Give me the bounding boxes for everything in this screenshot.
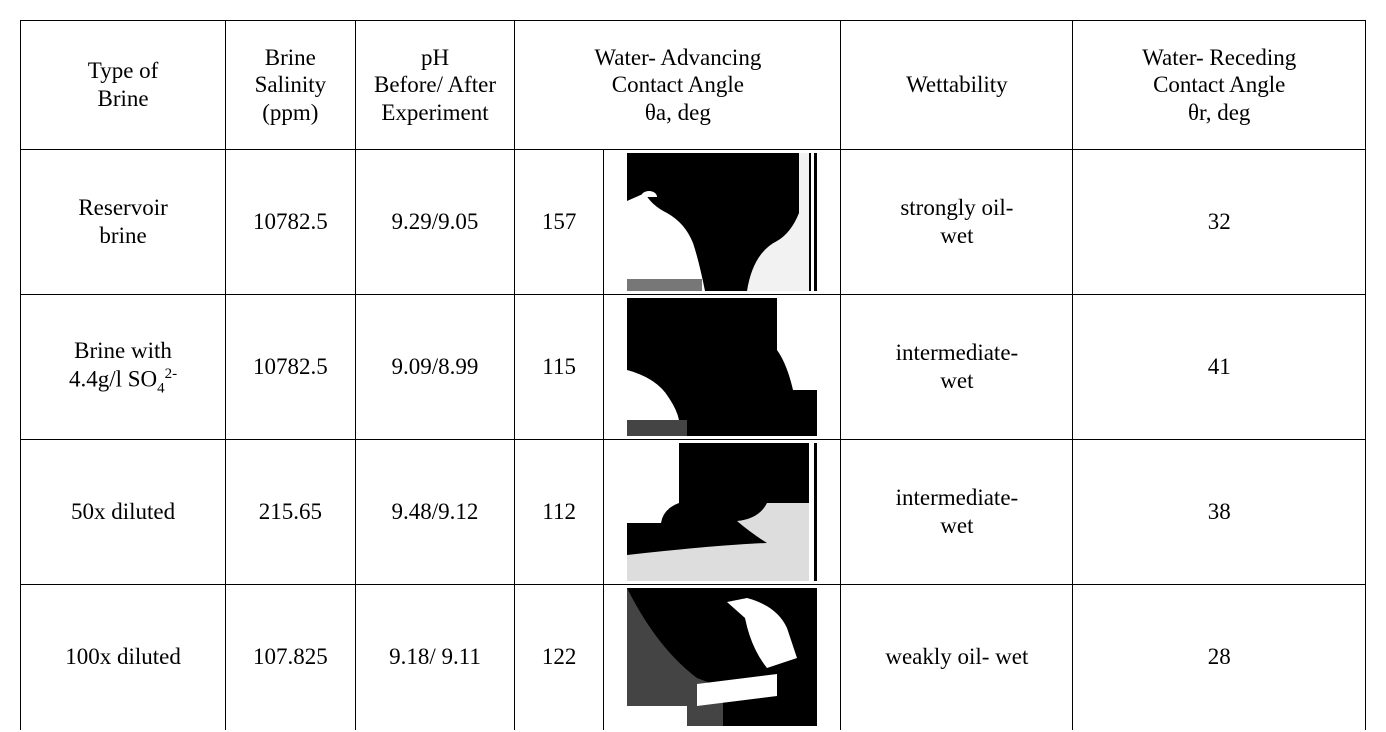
text-line: Brine [264,44,316,70]
table-row: 50x diluted 215.65 9.48/9.12 112 intermediat… [19,439,1366,585]
text-line: wet [940,223,974,248]
wettability-cell: strongly oil-wet [840,149,1074,295]
text-line: intermediate- [895,485,1019,511]
image-cell [602,149,842,295]
advancing-cell: 122 [514,584,604,730]
droplet-image [627,298,818,436]
header-row: Type of Brine Brine Salinity (ppm) pH Before… [19,20,1366,150]
text-line: Contact Angle [611,72,744,98]
type-cell: 50x diluted [19,439,227,585]
table-row: Brine with 4.4g/l SO42- 10782.5 9.09/8.99 11… [19,294,1366,440]
table-row: 100x diluted 107.825 9.18/ 9.11 122 weakly o… [19,584,1366,730]
receding-cell: 32 [1072,149,1366,295]
text-line: brine [99,223,147,248]
text-line: θa, deg [644,99,711,125]
header-cell: Water- Advancing Contact Angle θa, deg [514,20,842,150]
text-line: intermediate- [895,340,1019,366]
text-line: weakly oil- wet [885,644,1029,670]
receding-cell: 28 [1072,584,1366,730]
table-row: Reservoir brine 10782.5 9.29/9.05 157 strongl… [19,149,1366,295]
header-cell: Wettability [840,20,1074,150]
text-line: Type of [87,58,159,84]
image-cell [602,584,842,730]
image-cell [602,294,842,440]
header-cell: Water- Receding Contact Angle θr, deg [1072,20,1366,150]
text-line: Reservoir [78,195,168,221]
type-cell: 100x diluted [19,584,227,730]
formula: 4.4g/l SO [68,366,158,392]
ph-cell: 9.09/8.99 [354,294,516,440]
wettability-cell: intermediate-wet [840,294,1074,440]
header-cell: Type of Brine [19,20,227,150]
advancing-cell: 112 [514,439,604,585]
receding-cell: 38 [1072,439,1366,585]
wettability-cell: intermediate-wet [840,439,1074,585]
header-cell: Brine Salinity (ppm) [225,20,356,150]
droplet-image [627,153,818,291]
ph-cell: 9.48/9.12 [354,439,516,585]
superscript: 2- [164,365,178,382]
type-cell: Reservoir brine [19,149,227,295]
text-line: 100x diluted [65,644,181,670]
salinity-cell: 107.825 [225,584,356,730]
ph-cell: 9.18/ 9.11 [354,584,516,730]
text-line: Contact Angle [1153,72,1286,98]
salinity-cell: 215.65 [225,439,356,585]
text-line: Wettability [906,72,1008,98]
text-line: Water- Advancing [594,44,762,70]
text-line: strongly oil- [900,195,1014,221]
text-line: Brine with [74,338,172,364]
ph-cell: 9.29/9.05 [354,149,516,295]
text-line: θr, deg [1187,99,1251,125]
text-line: (ppm) [262,99,319,125]
image-cell [602,439,842,585]
salinity-cell: 10782.5 [225,294,356,440]
results-table: Type of Brine Brine Salinity (ppm) pH Before… [19,20,1366,730]
droplet-image [627,588,818,727]
text-line: Salinity [254,72,327,98]
droplet-image [627,443,818,581]
text-line: Before/ After [374,72,496,98]
receding-cell: 41 [1072,294,1366,440]
text-line: wet [940,513,974,538]
text-line: wet [940,368,974,393]
salinity-cell: 10782.5 [225,149,356,295]
text-line: pH [420,44,450,70]
type-cell: Brine with 4.4g/l SO42- [19,294,227,440]
header-cell: pH Before/ After Experiment [354,20,516,150]
text-line: 50x diluted [70,499,176,525]
text-line: Brine [97,86,149,111]
text-line: 4.4g/l SO42- [25,365,221,397]
text-line: Water- Receding [1142,44,1297,70]
advancing-cell: 115 [514,294,604,440]
subscript: 4 [157,379,165,396]
text-line: Experiment [381,99,489,125]
wettability-cell: weakly oil- wet [840,584,1074,730]
advancing-cell: 157 [514,149,604,295]
